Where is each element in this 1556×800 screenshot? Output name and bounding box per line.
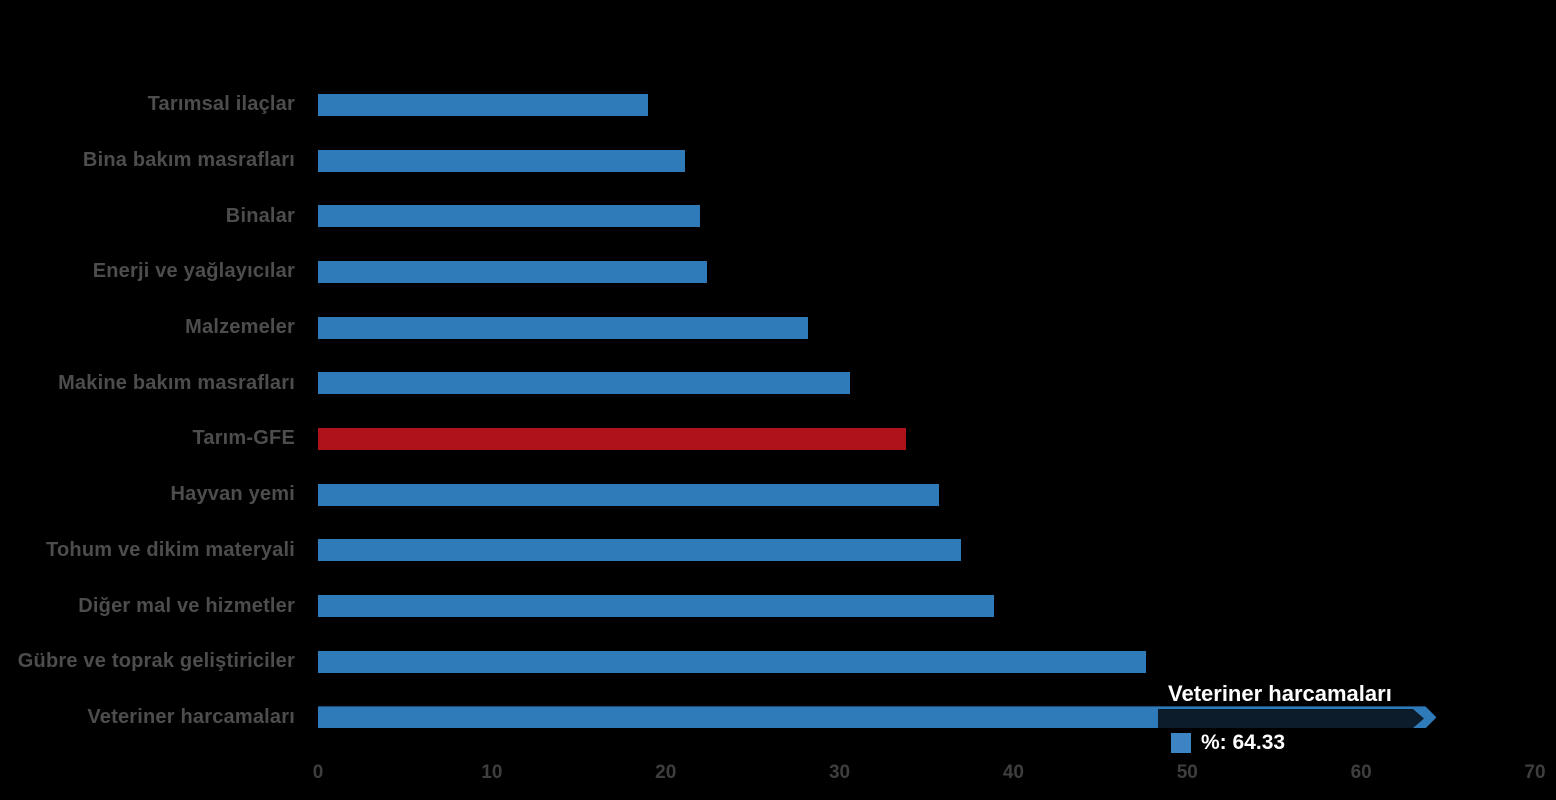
bar-track <box>318 650 1535 673</box>
chart-row: Tohum ve dikim materyali <box>0 523 1535 579</box>
bar-track <box>318 149 1535 172</box>
category-label: Binalar <box>225 204 295 227</box>
bar[interactable] <box>318 205 701 228</box>
category-label: Bina bakım masrafları <box>82 149 295 172</box>
chart-row: Enerji ve yağlayıcılar <box>0 244 1535 300</box>
category-label: Makine bakım masrafları <box>58 371 295 394</box>
category-label: Malzemeler <box>185 316 295 339</box>
bar[interactable] <box>318 539 962 562</box>
x-tick-label: 70 <box>1524 762 1546 783</box>
category-label: Veteriner harcamaları <box>87 705 295 728</box>
tooltip-value-text: %: 64.33 <box>1201 731 1286 754</box>
bar[interactable] <box>318 650 1146 673</box>
x-tick-label: 60 <box>1350 762 1372 783</box>
legend-swatch-icon <box>1171 733 1191 753</box>
chart-row: Veteriner harcamaları <box>0 690 1535 746</box>
bar-track <box>318 205 1535 228</box>
chart-plot-area: Tarımsal ilaçlar Bina bakım masrafları B… <box>0 77 1535 745</box>
bar-track <box>318 483 1535 506</box>
tooltip-band <box>1158 709 1424 728</box>
bar[interactable] <box>318 93 649 116</box>
category-label: Tarımsal ilaçlar <box>147 93 295 116</box>
chart-row: Tarım-GFE <box>0 411 1535 467</box>
tooltip-title: Veteriner harcamaları <box>1168 681 1392 706</box>
bar-track <box>318 260 1535 283</box>
bar[interactable] <box>318 483 939 506</box>
chart-row: Hayvan yemi <box>0 467 1535 523</box>
category-label: Diğer mal ve hizmetler <box>78 594 295 617</box>
bar[interactable] <box>318 260 708 283</box>
category-label: Tohum ve dikim materyali <box>46 538 295 561</box>
bar[interactable] <box>318 372 850 395</box>
x-tick-label: 0 <box>312 762 324 783</box>
chart-row: Binalar <box>0 188 1535 244</box>
x-tick-label: 30 <box>828 762 851 783</box>
bar-track <box>318 539 1535 562</box>
chart-row: Diğer mal ve hizmetler <box>0 578 1535 634</box>
tooltip-value-row: %: 64.33 <box>1171 731 1285 755</box>
x-axis: 0 10 20 30 40 50 60 70 <box>313 762 1546 794</box>
bar[interactable] <box>318 149 685 172</box>
x-tick-label: 40 <box>1002 762 1024 783</box>
bar-track <box>318 427 1535 450</box>
category-label: Enerji ve yağlayıcılar <box>92 260 295 283</box>
x-tick-label: 10 <box>481 762 503 783</box>
category-label: Gübre ve toprak geliştiriciler <box>17 650 295 673</box>
chart-row: Makine bakım masrafları <box>0 355 1535 411</box>
chart-row: Tarımsal ilaçlar <box>0 77 1535 133</box>
bar-track <box>318 595 1535 618</box>
chart-row: Bina bakım masrafları <box>0 133 1535 189</box>
bar-track <box>318 316 1535 339</box>
chart-row: Gübre ve toprak geliştiriciler <box>0 634 1535 690</box>
category-label: Tarım-GFE <box>192 427 295 450</box>
bar[interactable] <box>318 595 995 618</box>
category-label: Hayvan yemi <box>170 483 295 506</box>
bar-track <box>318 372 1535 395</box>
bar[interactable] <box>318 706 1436 728</box>
bar-track <box>318 93 1535 116</box>
bar[interactable] <box>318 427 906 450</box>
x-tick-label: 50 <box>1176 762 1198 783</box>
bar-track <box>318 706 1535 728</box>
bar[interactable] <box>318 316 809 339</box>
x-tick-label: 20 <box>655 762 677 783</box>
chart-row: Malzemeler <box>0 300 1535 356</box>
